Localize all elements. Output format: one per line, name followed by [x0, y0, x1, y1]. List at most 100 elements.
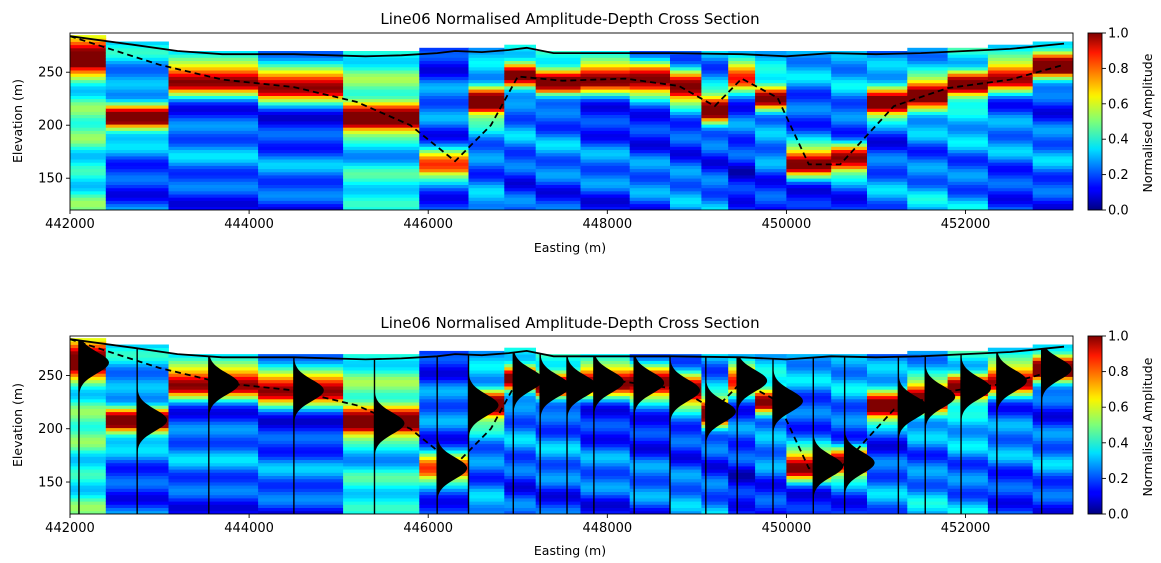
heatmap-cell: [468, 136, 505, 141]
heatmap-cell: [1032, 152, 1073, 157]
heatmap-cell: [728, 168, 756, 173]
heatmap-cell: [168, 76, 259, 81]
heatmap-cell: [629, 206, 671, 210]
heatmap-cell: [701, 370, 729, 374]
heatmap-cell: [867, 73, 908, 77]
heatmap-cell: [343, 143, 420, 147]
heatmap-cell: [670, 510, 702, 514]
heatmap-cell: [786, 168, 832, 173]
heatmap-cell: [105, 117, 169, 122]
heatmap-cell: [535, 408, 581, 413]
heatmap-cell: [258, 86, 344, 90]
heatmap-cell: [728, 434, 756, 438]
heatmap-cell: [168, 117, 259, 122]
heatmap-cell: [468, 472, 505, 476]
heatmap-cell: [1032, 411, 1073, 416]
heatmap-cell: [629, 194, 671, 198]
heatmap-cell: [670, 184, 702, 189]
heatmap-cell: [867, 143, 908, 147]
heatmap-cell: [258, 149, 344, 154]
heatmap-cell: [468, 379, 505, 384]
heatmap-cell: [168, 86, 259, 90]
heatmap-cell: [419, 510, 469, 514]
heatmap-cell: [419, 440, 469, 445]
heatmap-cell: [701, 76, 729, 81]
heatmap-cell: [987, 485, 1034, 489]
heatmap-cell: [947, 121, 989, 125]
heatmap-cell: [70, 414, 107, 419]
heatmap-cell: [701, 130, 729, 135]
heatmap-cell: [947, 354, 989, 358]
heatmap-cell: [168, 453, 259, 457]
heatmap-cell: [504, 411, 536, 416]
heatmap-cell: [419, 373, 469, 377]
heatmap-cell: [629, 70, 671, 74]
x-tick-label: 442000: [45, 521, 95, 536]
heatmap-cell: [343, 86, 420, 90]
heatmap-cell: [70, 98, 107, 103]
heatmap-cell: [867, 82, 908, 87]
heatmap-cell: [907, 424, 948, 429]
heatmap-cell: [786, 501, 832, 505]
heatmap-cell: [580, 171, 631, 176]
heatmap-cell: [468, 143, 505, 147]
heatmap-cell: [831, 178, 868, 182]
heatmap-cell: [831, 101, 868, 106]
heatmap-cell: [419, 194, 469, 198]
heatmap-cell: [343, 370, 420, 374]
heatmap-cell: [419, 86, 469, 90]
heatmap-cell: [258, 54, 344, 58]
heatmap-cell: [1032, 178, 1073, 182]
heatmap-cell: [786, 504, 832, 508]
heatmap-cell: [786, 507, 832, 512]
heatmap-cell: [907, 440, 948, 445]
heatmap-cell: [629, 408, 671, 413]
heatmap-cell: [580, 105, 631, 109]
heatmap-cell: [168, 482, 259, 486]
heatmap-cell: [70, 485, 107, 489]
heatmap-cell: [867, 140, 908, 144]
heatmap-cell: [1032, 478, 1073, 483]
heatmap-cell: [1032, 507, 1073, 512]
heatmap-cell: [70, 466, 107, 470]
heatmap-cell: [419, 434, 469, 438]
heatmap-cell: [105, 63, 169, 68]
heatmap-cell: [168, 121, 259, 125]
heatmap-cell: [70, 402, 107, 406]
heatmap-cell: [580, 456, 631, 460]
heatmap-cell: [867, 200, 908, 205]
heatmap-cell: [670, 443, 702, 448]
heatmap-cell: [258, 440, 344, 445]
heatmap-cell: [535, 111, 581, 115]
heatmap-cell: [580, 498, 631, 502]
heatmap-cell: [168, 190, 259, 195]
heatmap-cell: [947, 194, 989, 198]
heatmap-cell: [258, 114, 344, 119]
heatmap-cell: [70, 494, 107, 499]
heatmap-cell: [258, 411, 344, 416]
heatmap-cell: [504, 130, 536, 135]
heatmap-cell: [419, 350, 469, 355]
heatmap-cell: [258, 485, 344, 489]
heatmap-cell: [419, 140, 469, 144]
heatmap-cell: [701, 181, 729, 185]
heatmap-cell: [831, 373, 868, 377]
heatmap-cell: [168, 181, 259, 185]
heatmap-cell: [580, 402, 631, 406]
heatmap-cell: [831, 165, 868, 170]
heatmap-cell: [670, 60, 702, 65]
heatmap-cell: [535, 79, 581, 84]
heatmap-cell: [419, 206, 469, 210]
heatmap-cell: [419, 171, 469, 176]
heatmap-cell: [831, 86, 868, 90]
heatmap-cell: [535, 411, 581, 416]
heatmap-cell: [670, 57, 702, 61]
heatmap-cell: [468, 459, 505, 464]
heatmap-cell: [1032, 501, 1073, 505]
heatmap-cell: [504, 507, 536, 512]
heatmap-cell: [670, 63, 702, 68]
heatmap-cell: [1032, 491, 1073, 496]
heatmap-cell: [70, 491, 107, 496]
heatmap-cell: [728, 203, 756, 208]
heatmap-cell: [105, 57, 169, 61]
